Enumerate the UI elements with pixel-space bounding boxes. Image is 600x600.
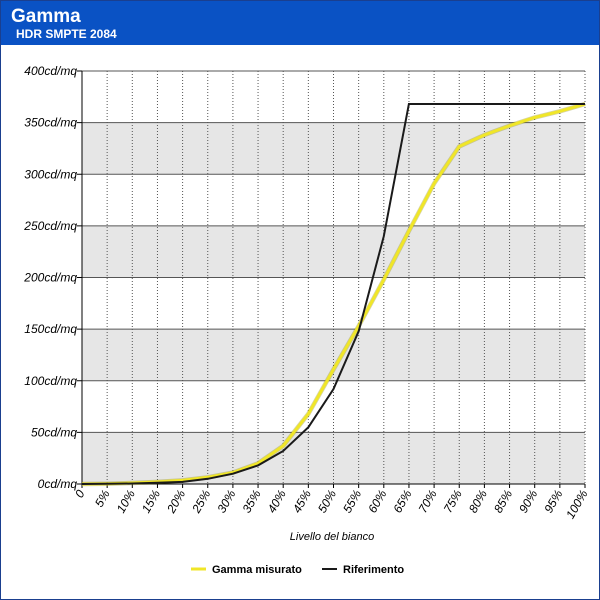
x-tick-labels: 0 5% 10% 15% 20% 25% 30% 35% 40% 45% 50% 55% 60% 65% 7… [72,487,591,521]
y-tick-labels: 0cd/mq 50cd/mq 100cd/mq 150cd/mq 200cd/mq 250… [23,64,77,491]
y-tick-label: 100cd/mq [24,374,77,388]
x-tick-label: 30% [214,487,238,515]
x-tick-label: 25% [189,487,214,516]
x-tick-label: 20% [164,487,189,516]
y-tick-label: 200cd/mq [23,271,77,285]
y-tick-label: 0cd/mq [38,477,78,491]
x-tick-label: 85% [491,487,515,515]
legend-reference-label: Riferimento [343,564,404,576]
x-tick-label: 0 [72,487,88,500]
x-tick-label: 5% [92,487,113,509]
x-tick-label: 40% [265,487,289,515]
x-tick-label: 90% [516,487,540,515]
reference-series-line [81,103,585,485]
chart-header: Gamma HDR SMPTE 2084 [1,1,599,45]
series-lines [81,101,586,487]
y-tick-label: 250cd/mq [23,219,77,233]
x-tick-label: 80% [466,487,490,515]
x-tick-label: 65% [390,487,414,515]
x-tick-label: 60% [365,487,389,515]
x-tick-label: 55% [340,487,364,515]
y-tick-label: 400cd/mq [24,64,77,78]
x-tick-label: 15% [139,487,163,515]
x-tick-label: 95% [541,487,565,515]
chart-subtitle: HDR SMPTE 2084 [16,27,117,41]
chart-title: Gamma [11,6,81,27]
x-tick-label: 10% [114,487,138,515]
x-tick-label: 35% [240,487,264,515]
grid-band [82,122,585,175]
y-tick-label: 300cd/mq [24,167,77,181]
axes [77,70,586,488]
legend: Gamma misurato Riferimento [191,564,404,576]
measured-series-line [81,102,586,486]
x-tick-label: 70% [416,487,440,515]
x-tick-label: 45% [290,487,314,515]
y-tick-label: 50cd/mq [31,425,77,439]
x-tick-label: 100% [563,487,591,521]
legend-measured-label: Gamma misurato [212,564,302,576]
x-tick-label: 50% [315,487,339,515]
y-tick-label: 350cd/mq [24,116,77,130]
x-axis-title: Livello del bianco [290,531,374,543]
x-tick-label: 75% [441,487,465,515]
y-tick-label: 150cd/mq [24,322,77,336]
